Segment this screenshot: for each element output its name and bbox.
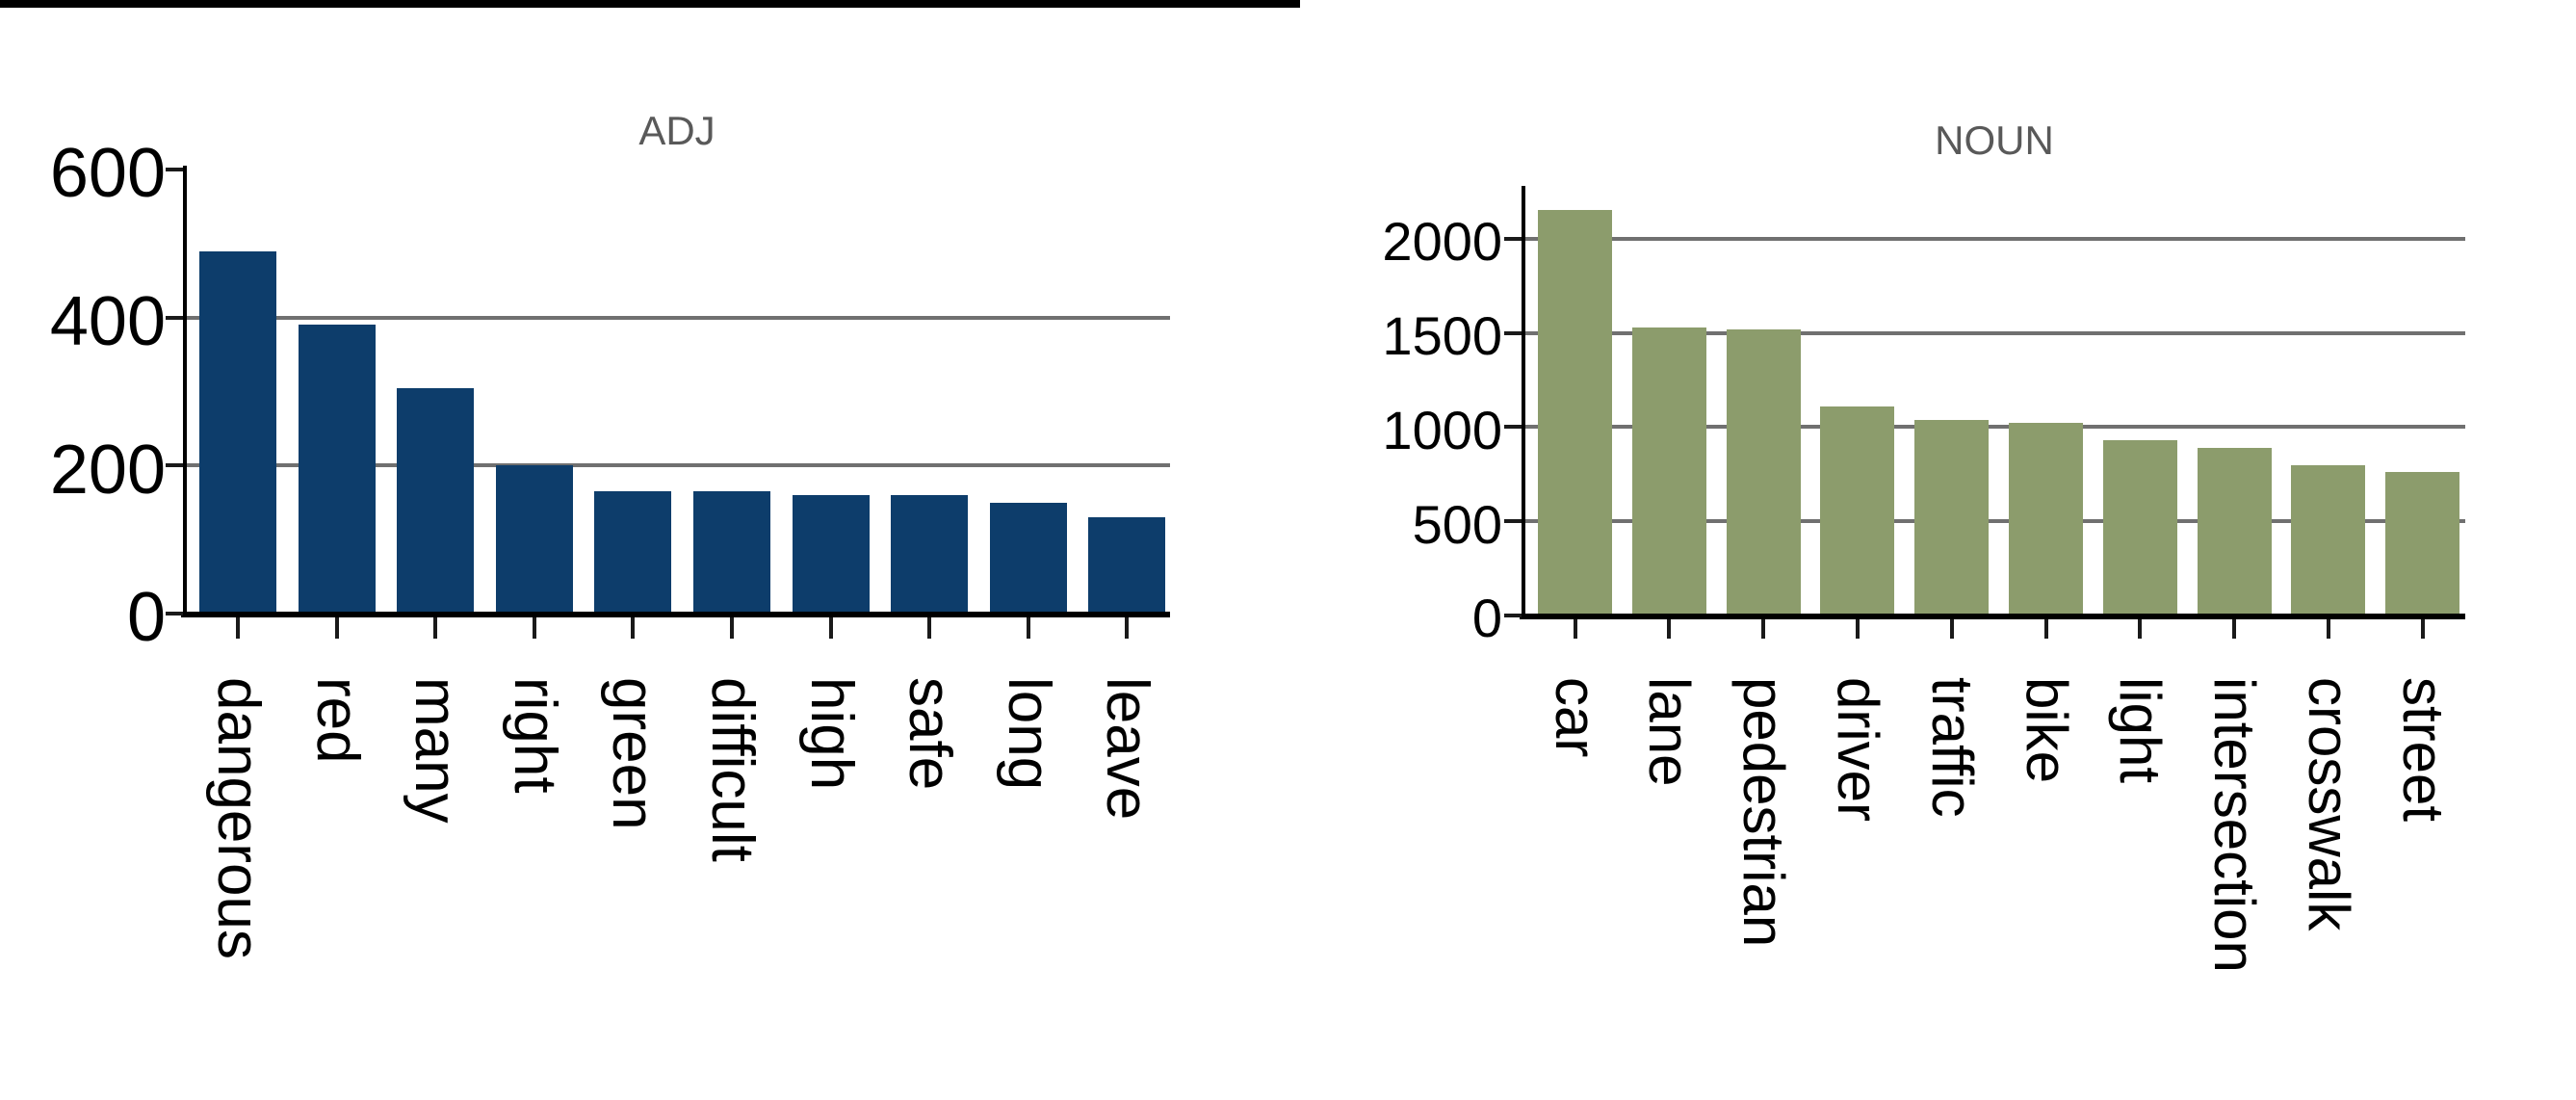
bar-right (496, 465, 573, 614)
chart-title-adj: ADJ (638, 108, 716, 153)
bar-difficult (693, 491, 770, 614)
x-tick-label-pedestrian: pedestrian (1731, 677, 1796, 948)
x-tick-label-light: light (2108, 677, 2173, 784)
x-tick-label-many: many (403, 677, 469, 824)
x-tick-safe (927, 617, 931, 639)
x-axis-line (1520, 614, 2465, 619)
bar-intersection (2198, 448, 2272, 615)
x-tick-label-car: car (1544, 677, 1608, 758)
x-tick-red (335, 617, 339, 639)
x-tick-leave (1125, 617, 1129, 639)
x-tick-dangerous (236, 617, 240, 639)
y-tick-600 (166, 167, 183, 171)
y-tick-label-0: 0 (126, 579, 166, 656)
x-tick-traffic (1950, 619, 1954, 639)
y-tick-label-0: 0 (1471, 588, 1502, 648)
gridline-1000 (1523, 425, 2465, 430)
bar-light (2103, 440, 2177, 615)
bar-dangerous (199, 251, 276, 614)
bar-green (594, 491, 671, 614)
x-tick-label-crosswalk: crosswalk (2297, 677, 2361, 931)
bar-traffic (1914, 420, 1989, 615)
chart-title-noun: NOUN (1935, 118, 2054, 163)
gridline-200 (185, 463, 1170, 468)
bar-street (2385, 472, 2459, 615)
x-tick-bike (2044, 619, 2048, 639)
x-tick-right (533, 617, 536, 639)
y-axis-line (1522, 186, 1525, 619)
bar-bike (2009, 423, 2083, 615)
y-tick-label-500: 500 (1412, 494, 1502, 555)
y-tick-500 (1504, 519, 1522, 524)
x-tick-intersection (2232, 619, 2236, 639)
y-tick-label-2000: 2000 (1382, 211, 1502, 272)
y-tick-label-600: 600 (49, 135, 166, 212)
bar-lane (1632, 327, 1706, 615)
x-tick-driver (1856, 619, 1860, 639)
bar-leave (1088, 517, 1165, 614)
x-tick-street (2421, 619, 2425, 639)
top-rule (0, 0, 1300, 8)
x-tick-label-right: right (502, 677, 568, 794)
y-tick-0 (1504, 614, 1522, 617)
x-tick-long (1027, 617, 1030, 639)
bar-driver (1820, 406, 1894, 615)
y-tick-1000 (1504, 425, 1522, 430)
y-tick-label-1500: 1500 (1382, 305, 1502, 366)
bar-many (397, 388, 474, 614)
x-tick-car (1574, 619, 1577, 639)
bar-long (990, 503, 1067, 614)
y-tick-200 (166, 463, 183, 468)
x-tick-label-bike: bike (2015, 677, 2079, 784)
x-tick-label-dangerous: dangerous (205, 677, 272, 960)
x-tick-label-street: street (2391, 677, 2456, 823)
x-tick-label-driver: driver (1826, 677, 1890, 823)
gridline-400 (185, 315, 1170, 320)
gridline-500 (1523, 519, 2465, 524)
y-axis-line (183, 166, 187, 617)
x-tick-label-safe: safe (897, 677, 963, 791)
bar-safe (891, 495, 968, 614)
x-axis-line (181, 612, 1170, 617)
bar-pedestrian (1727, 329, 1801, 615)
gridline-2000 (1523, 236, 2465, 241)
bar-car (1538, 210, 1612, 615)
bar-crosswalk (2291, 465, 2365, 615)
x-tick-lane (1667, 619, 1671, 639)
y-tick-1500 (1504, 330, 1522, 335)
x-tick-green (631, 617, 635, 639)
y-tick-label-400: 400 (49, 283, 166, 360)
x-tick-label-intersection: intersection (2202, 677, 2267, 973)
x-tick-light (2138, 619, 2142, 639)
bar-red (299, 325, 376, 614)
y-tick-400 (166, 315, 183, 320)
x-tick-crosswalk (2327, 619, 2330, 639)
x-tick-many (433, 617, 437, 639)
bar-high (793, 495, 870, 614)
x-tick-pedestrian (1761, 619, 1765, 639)
x-tick-high (829, 617, 833, 639)
gridline-1500 (1523, 330, 2465, 335)
x-tick-label-red: red (304, 677, 371, 764)
y-tick-label-200: 200 (49, 432, 166, 509)
x-tick-label-high: high (798, 677, 865, 791)
x-tick-label-long: long (996, 677, 1062, 791)
x-tick-label-leave: leave (1094, 677, 1160, 821)
x-tick-label-difficult: difficult (699, 677, 766, 862)
y-tick-label-1000: 1000 (1382, 400, 1502, 460)
x-tick-label-green: green (600, 677, 666, 830)
x-tick-label-lane: lane (1637, 677, 1702, 787)
y-tick-2000 (1504, 236, 1522, 241)
x-tick-label-traffic: traffic (1920, 677, 1985, 818)
x-tick-difficult (730, 617, 734, 639)
y-tick-0 (166, 612, 183, 615)
